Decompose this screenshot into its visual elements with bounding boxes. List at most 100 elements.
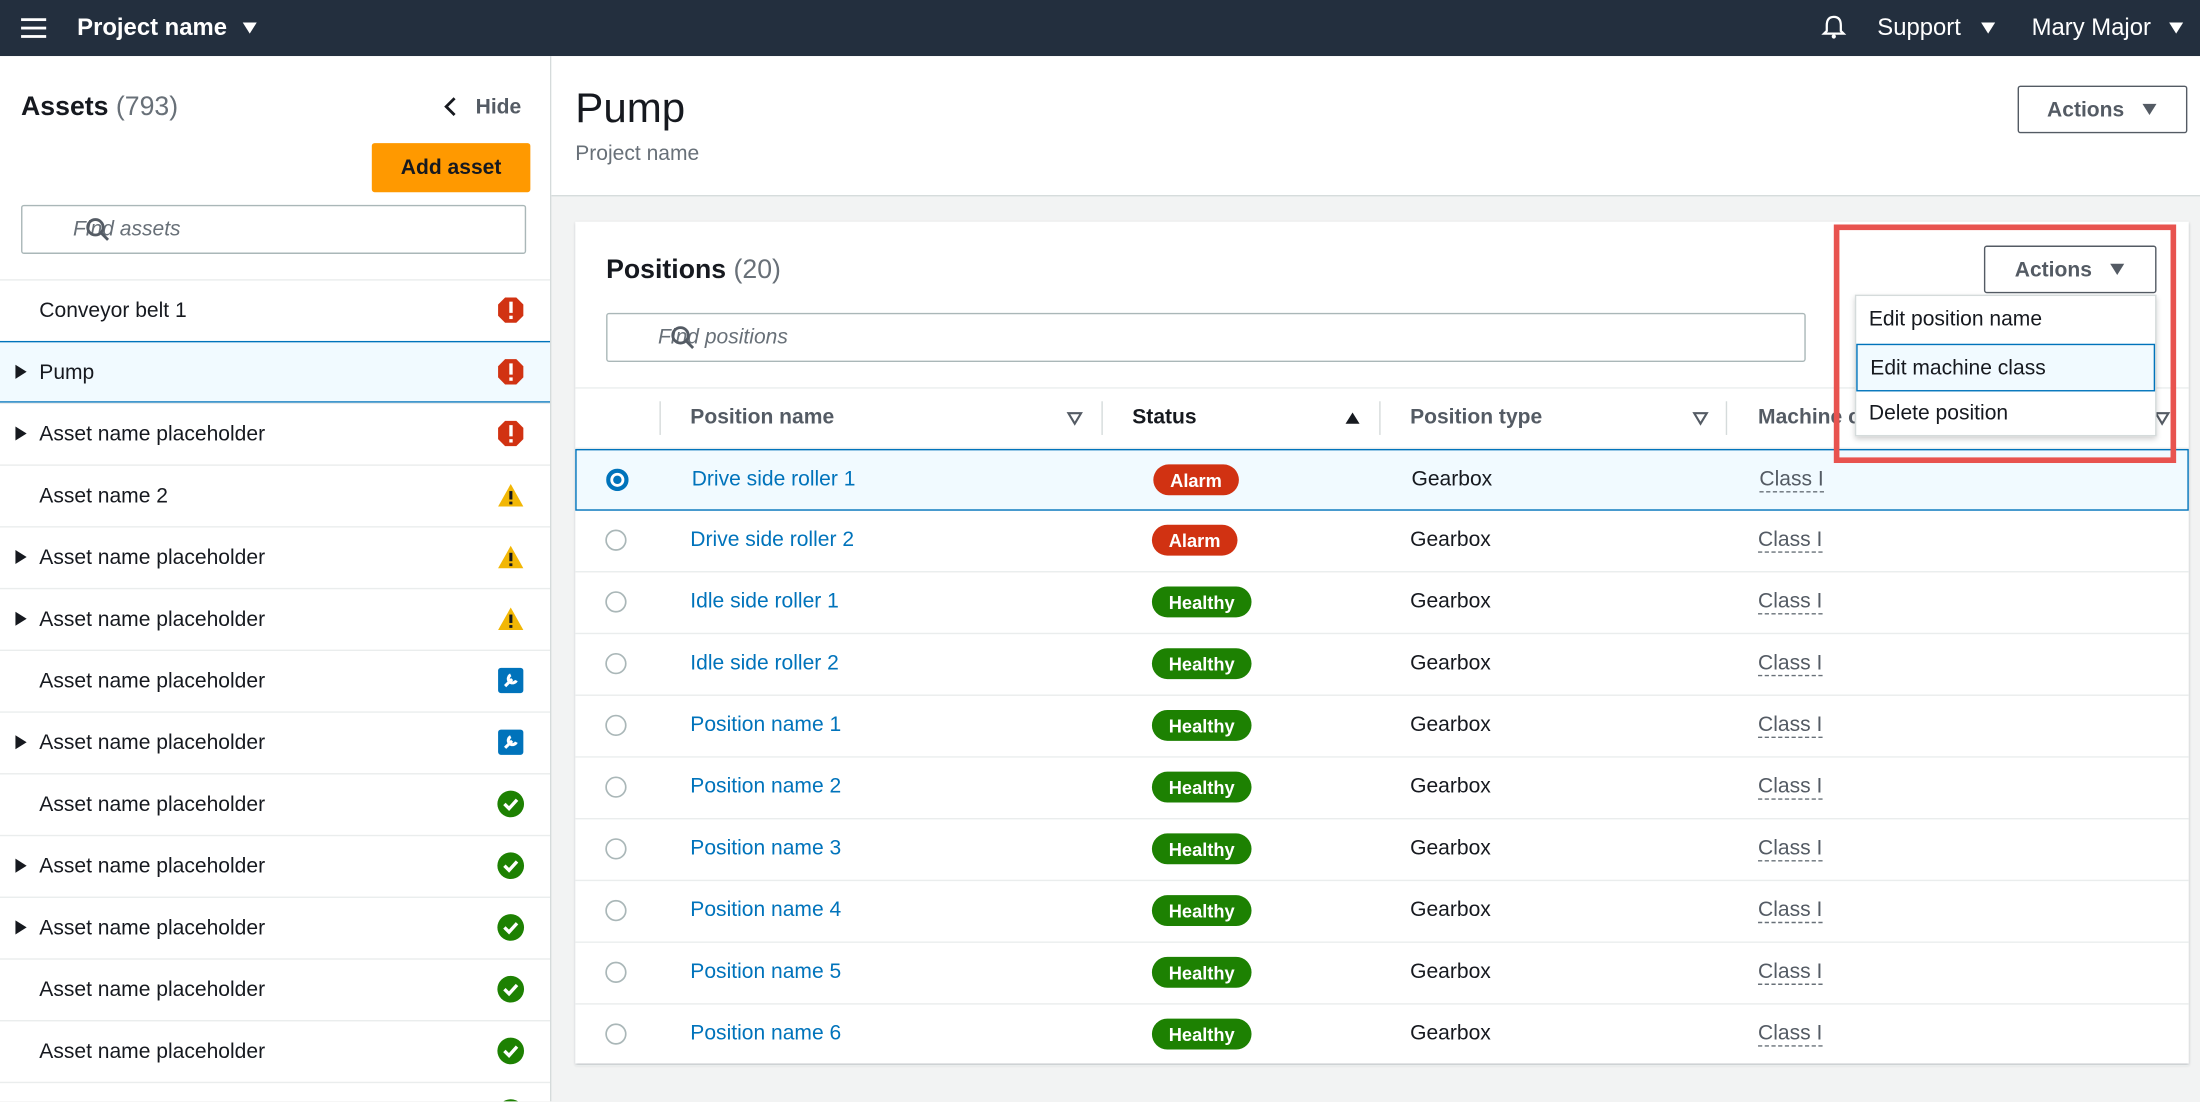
status-icon xyxy=(497,358,525,386)
table-row[interactable]: Position name 5 Healthy Gearbox Class I xyxy=(575,943,2189,1005)
radio xyxy=(605,652,627,675)
asset-row[interactable]: Asset name placeholder xyxy=(0,1081,550,1102)
machine-class[interactable]: Class I xyxy=(1758,589,1823,615)
sort-icon xyxy=(2153,410,2171,427)
asset-row[interactable]: Asset name placeholder xyxy=(0,773,550,835)
column-header[interactable]: Position type xyxy=(1410,405,1543,430)
status-icon-svg xyxy=(497,852,525,880)
asset-row[interactable]: Asset name placeholder xyxy=(0,587,550,650)
asset-row[interactable]: Asset name placeholder xyxy=(0,711,550,773)
asset-row[interactable]: Pump xyxy=(0,340,550,403)
machine-class[interactable]: Class I xyxy=(1758,897,1823,924)
position-type: Gearbox xyxy=(1410,527,1491,552)
page-header: Pump Project name Actions xyxy=(551,56,2200,197)
asset-label: Asset name 2 xyxy=(39,484,168,508)
asset-label: Asset name placeholder xyxy=(39,422,266,447)
panel-actions-button[interactable]: Actions xyxy=(1983,245,2157,294)
asset-label: Asset name placeholder xyxy=(39,1039,266,1064)
machine-class[interactable]: Class I xyxy=(1758,836,1823,862)
position-link[interactable]: Position name 3 xyxy=(690,836,842,861)
column-header[interactable]: Position name xyxy=(690,405,835,430)
support-menu[interactable]: Support xyxy=(1877,14,1961,42)
position-type: Gearbox xyxy=(1410,897,1491,922)
asset-row[interactable]: Asset name placeholder xyxy=(0,1020,550,1082)
position-search[interactable]: Find positions xyxy=(606,312,1806,362)
table-row[interactable]: Position name 3 Healthy Gearbox Class I xyxy=(575,819,2189,882)
expand-caret xyxy=(14,734,28,751)
machine-class[interactable]: Class I xyxy=(1758,774,1823,800)
radio xyxy=(606,468,629,492)
project-name: Project name xyxy=(77,14,227,41)
project-menu[interactable]: Project name xyxy=(77,14,227,42)
radio xyxy=(605,899,627,922)
menu-item[interactable]: Edit machine class xyxy=(1856,343,2156,392)
table-row[interactable]: Idle side roller 1 Healthy Gearbox Class I xyxy=(575,572,2189,635)
radio-svg xyxy=(605,838,627,860)
add-asset-button[interactable]: Add asset xyxy=(371,143,531,193)
asset-row[interactable]: Asset name placeholder xyxy=(0,958,550,1020)
machine-class[interactable]: Class I xyxy=(1759,467,1824,493)
bell-icon-svg xyxy=(1821,15,1847,39)
asset-row[interactable]: Asset name placeholder xyxy=(0,896,550,959)
asset-row[interactable]: Conveyor belt 1 xyxy=(0,279,550,341)
asset-label: Pump xyxy=(39,360,95,385)
table-row[interactable]: Position name 2 Healthy Gearbox Class I xyxy=(575,758,2189,820)
asset-row[interactable]: Asset name placeholder xyxy=(0,402,550,465)
table-row[interactable]: Position name 1 Healthy Gearbox Class I xyxy=(575,696,2189,758)
panel-header: Positions (20) xyxy=(606,255,781,286)
expand-caret-svg xyxy=(15,426,27,441)
menu-item[interactable]: Edit position name xyxy=(1868,307,2043,332)
search-placeholder: Find assets xyxy=(72,217,181,242)
machine-class[interactable]: Class I xyxy=(1758,651,1823,677)
sidebar-header: Assets (793) xyxy=(21,93,178,124)
status-icon xyxy=(497,728,525,756)
actions-button[interactable]: Actions xyxy=(2017,85,2188,134)
radio xyxy=(605,838,627,860)
radio-svg xyxy=(605,714,627,737)
status-icon-svg xyxy=(503,1099,518,1102)
status-icon xyxy=(497,666,525,694)
asset-row[interactable]: Asset name placeholder xyxy=(0,526,550,588)
position-type: Gearbox xyxy=(1410,774,1491,799)
table-row[interactable]: Position name 6 Healthy Gearbox Class I xyxy=(575,1005,2189,1067)
position-link[interactable]: Drive side roller 2 xyxy=(690,527,855,552)
column-header[interactable]: Status xyxy=(1132,405,1197,430)
asset-row[interactable]: Asset name 2 xyxy=(0,464,550,526)
status-icon-svg xyxy=(498,667,524,694)
asset-row[interactable]: Asset name placeholder xyxy=(0,834,550,897)
hide-button[interactable]: Hide xyxy=(475,95,522,120)
position-link[interactable]: Position name 1 xyxy=(690,712,842,737)
status-icon xyxy=(497,420,525,448)
table-row[interactable]: Idle side roller 2 Healthy Gearbox Class I xyxy=(575,634,2189,696)
positions-panel: Positions (20) Actions Find positions Posit… xyxy=(575,221,2189,1067)
machine-class[interactable]: Class I xyxy=(1758,712,1823,739)
position-link[interactable]: Position name 5 xyxy=(690,959,842,984)
machine-class[interactable]: Class I xyxy=(1758,1021,1823,1047)
position-link[interactable]: Idle side roller 1 xyxy=(690,589,839,614)
asset-count: (793) xyxy=(115,92,179,123)
status-icon xyxy=(497,790,525,818)
machine-class[interactable]: Class I xyxy=(1758,527,1823,553)
machine-class[interactable]: Class I xyxy=(1758,959,1823,985)
position-link[interactable]: Idle side roller 2 xyxy=(690,651,839,675)
status-icon xyxy=(497,605,525,633)
user-menu[interactable]: Mary Major xyxy=(2032,14,2151,42)
position-link[interactable]: Position name 6 xyxy=(690,1021,842,1046)
position-link[interactable]: Drive side roller 1 xyxy=(691,467,856,492)
asset-label: Asset name placeholder xyxy=(39,669,266,694)
position-link[interactable]: Position name 2 xyxy=(690,774,842,799)
asset-label: Conveyor belt 1 xyxy=(39,298,187,323)
sort-icon xyxy=(1344,410,1361,427)
radio-svg xyxy=(605,591,627,613)
asset-row[interactable]: Asset name placeholder xyxy=(0,649,550,712)
table-row[interactable]: Position name 4 Healthy Gearbox Class I xyxy=(575,881,2189,943)
status-icon-svg xyxy=(497,975,525,1003)
status-badge: Healthy xyxy=(1151,648,1252,680)
position-link[interactable]: Position name 4 xyxy=(690,897,842,922)
menu-item[interactable]: Delete position xyxy=(1868,401,2009,426)
table-row[interactable]: Drive side roller 2 Alarm Gearbox Class I xyxy=(575,511,2189,573)
radio xyxy=(605,1023,627,1045)
radio-svg xyxy=(605,1023,627,1045)
asset-search[interactable]: Find assets xyxy=(21,204,527,254)
top-bar: Project name Support Mary Major xyxy=(0,0,2200,57)
